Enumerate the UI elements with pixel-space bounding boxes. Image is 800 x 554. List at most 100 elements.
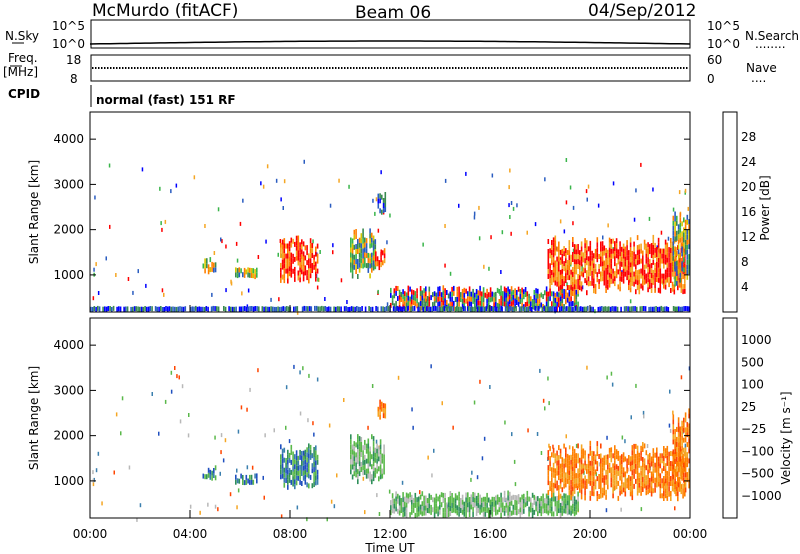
scatter-echo xyxy=(319,250,321,254)
scatter-echo xyxy=(326,517,328,522)
scatter-echo xyxy=(372,198,374,203)
scatter-echo xyxy=(340,278,343,283)
scatter-echo xyxy=(266,164,269,169)
scatter-echo xyxy=(262,475,264,480)
scatter-echo xyxy=(229,492,232,497)
x-tick-label: 12:00 xyxy=(373,527,408,541)
scatter-echo xyxy=(473,215,476,220)
scatter-echo xyxy=(299,411,302,416)
y-tick-label: 2000 xyxy=(53,223,84,237)
scatter-echo xyxy=(508,185,510,190)
freq-label-top: Freq. xyxy=(8,51,38,65)
scatter-echo xyxy=(217,507,219,512)
colorbar-tick-label: 4 xyxy=(741,280,749,294)
nave-label: Nave xyxy=(746,61,777,75)
scatter-echo xyxy=(236,468,238,473)
cpid-mode-text: normal (fast) 151 RF xyxy=(96,93,236,107)
scatter-echo xyxy=(151,392,153,396)
scatter-echo xyxy=(279,239,282,243)
scatter-echo xyxy=(280,197,282,202)
scatter-echo xyxy=(132,290,134,295)
scatter-echo xyxy=(121,396,124,401)
freq-label-bottom: [MHz] xyxy=(3,65,38,79)
scatter-echo xyxy=(113,470,115,475)
scatter-echo xyxy=(536,432,539,436)
scatter-echo xyxy=(572,248,575,253)
scatter-echo xyxy=(170,370,173,375)
echo-region-1 xyxy=(235,267,258,280)
scatter-echo xyxy=(303,453,306,458)
scatter-echo xyxy=(411,407,413,412)
velocity-echo-layer xyxy=(92,364,691,522)
scatter-echo xyxy=(452,425,454,430)
scatter-echo xyxy=(303,159,305,164)
y-tick-label: 4000 xyxy=(53,338,84,352)
scatter-echo xyxy=(488,266,490,271)
scatter-echo xyxy=(251,465,254,470)
velocity-y-axis: 1000 2000 3000 4000 xyxy=(53,338,690,488)
scatter-echo xyxy=(333,504,336,509)
colorbar-tick-label: 8 xyxy=(741,255,749,269)
echo-region-1 xyxy=(235,473,258,486)
scatter-echo xyxy=(247,288,250,293)
scatter-echo xyxy=(371,384,374,388)
scatter-echo xyxy=(336,473,338,478)
scatter-echo xyxy=(640,162,642,167)
echo-region-0 xyxy=(202,465,217,481)
scatter-echo xyxy=(230,281,233,286)
scatter-echo xyxy=(510,201,513,205)
y-tick-label: 3000 xyxy=(53,383,84,397)
scatter-echo xyxy=(188,413,190,417)
scatter-echo xyxy=(312,421,314,426)
scatter-echo xyxy=(568,445,571,450)
scatter-echo xyxy=(509,215,511,219)
scatter-echo xyxy=(559,219,562,224)
scatter-echo xyxy=(316,285,319,290)
power-echo-layer xyxy=(90,158,691,315)
scatter-echo xyxy=(643,414,645,419)
scatter-echo xyxy=(490,235,492,240)
scatter-echo xyxy=(137,269,139,274)
scatter-echo xyxy=(675,307,677,311)
time-axis: 00:00 04:00 08:00 12:00 16:00 20:00 00:00 xyxy=(73,305,707,541)
x-tick-label: 04:00 xyxy=(173,527,208,541)
scatter-echo xyxy=(220,450,222,455)
scatter-echo xyxy=(489,385,491,389)
y-tick-label: 1000 xyxy=(53,474,84,488)
scatter-echo xyxy=(94,195,96,200)
scatter-echo xyxy=(640,507,643,512)
scatter-echo xyxy=(237,429,240,434)
scatter-echo xyxy=(572,205,575,210)
scatter-echo xyxy=(611,382,614,387)
scatter-echo xyxy=(598,462,601,467)
scatter-echo xyxy=(278,297,280,302)
scatter-echo xyxy=(136,517,138,522)
scatter-echo xyxy=(624,439,626,444)
scatter-echo xyxy=(239,221,242,226)
velocity-ylabel: Slant Range [km] xyxy=(27,366,41,470)
velocity-colorbar-label: Velocity [m s⁻¹] xyxy=(779,391,793,484)
echo-region-7 xyxy=(547,234,686,296)
scatter-echo xyxy=(257,368,259,373)
scatter-echo xyxy=(510,231,512,236)
scatter-echo xyxy=(478,236,481,241)
scatter-echo xyxy=(377,228,380,233)
scatter-echo xyxy=(293,364,295,369)
power-panel-frame xyxy=(89,111,691,313)
scatter-echo xyxy=(187,433,190,438)
scatter-echo xyxy=(512,206,515,211)
scatter-echo xyxy=(213,251,216,255)
scatter-echo xyxy=(235,241,238,246)
scatter-echo xyxy=(170,189,172,194)
scatter-echo xyxy=(307,418,309,423)
scatter-echo xyxy=(246,304,249,309)
scatter-echo xyxy=(465,171,467,176)
scatter-echo xyxy=(170,389,173,394)
scatter-echo xyxy=(328,423,331,428)
nsearch-label: N.Search xyxy=(745,29,799,43)
scatter-echo xyxy=(240,405,243,410)
scatter-echo xyxy=(569,185,572,190)
nsky-tick-top: 10^5 xyxy=(52,19,85,33)
scatter-echo xyxy=(115,273,117,277)
scatter-echo xyxy=(237,488,240,493)
